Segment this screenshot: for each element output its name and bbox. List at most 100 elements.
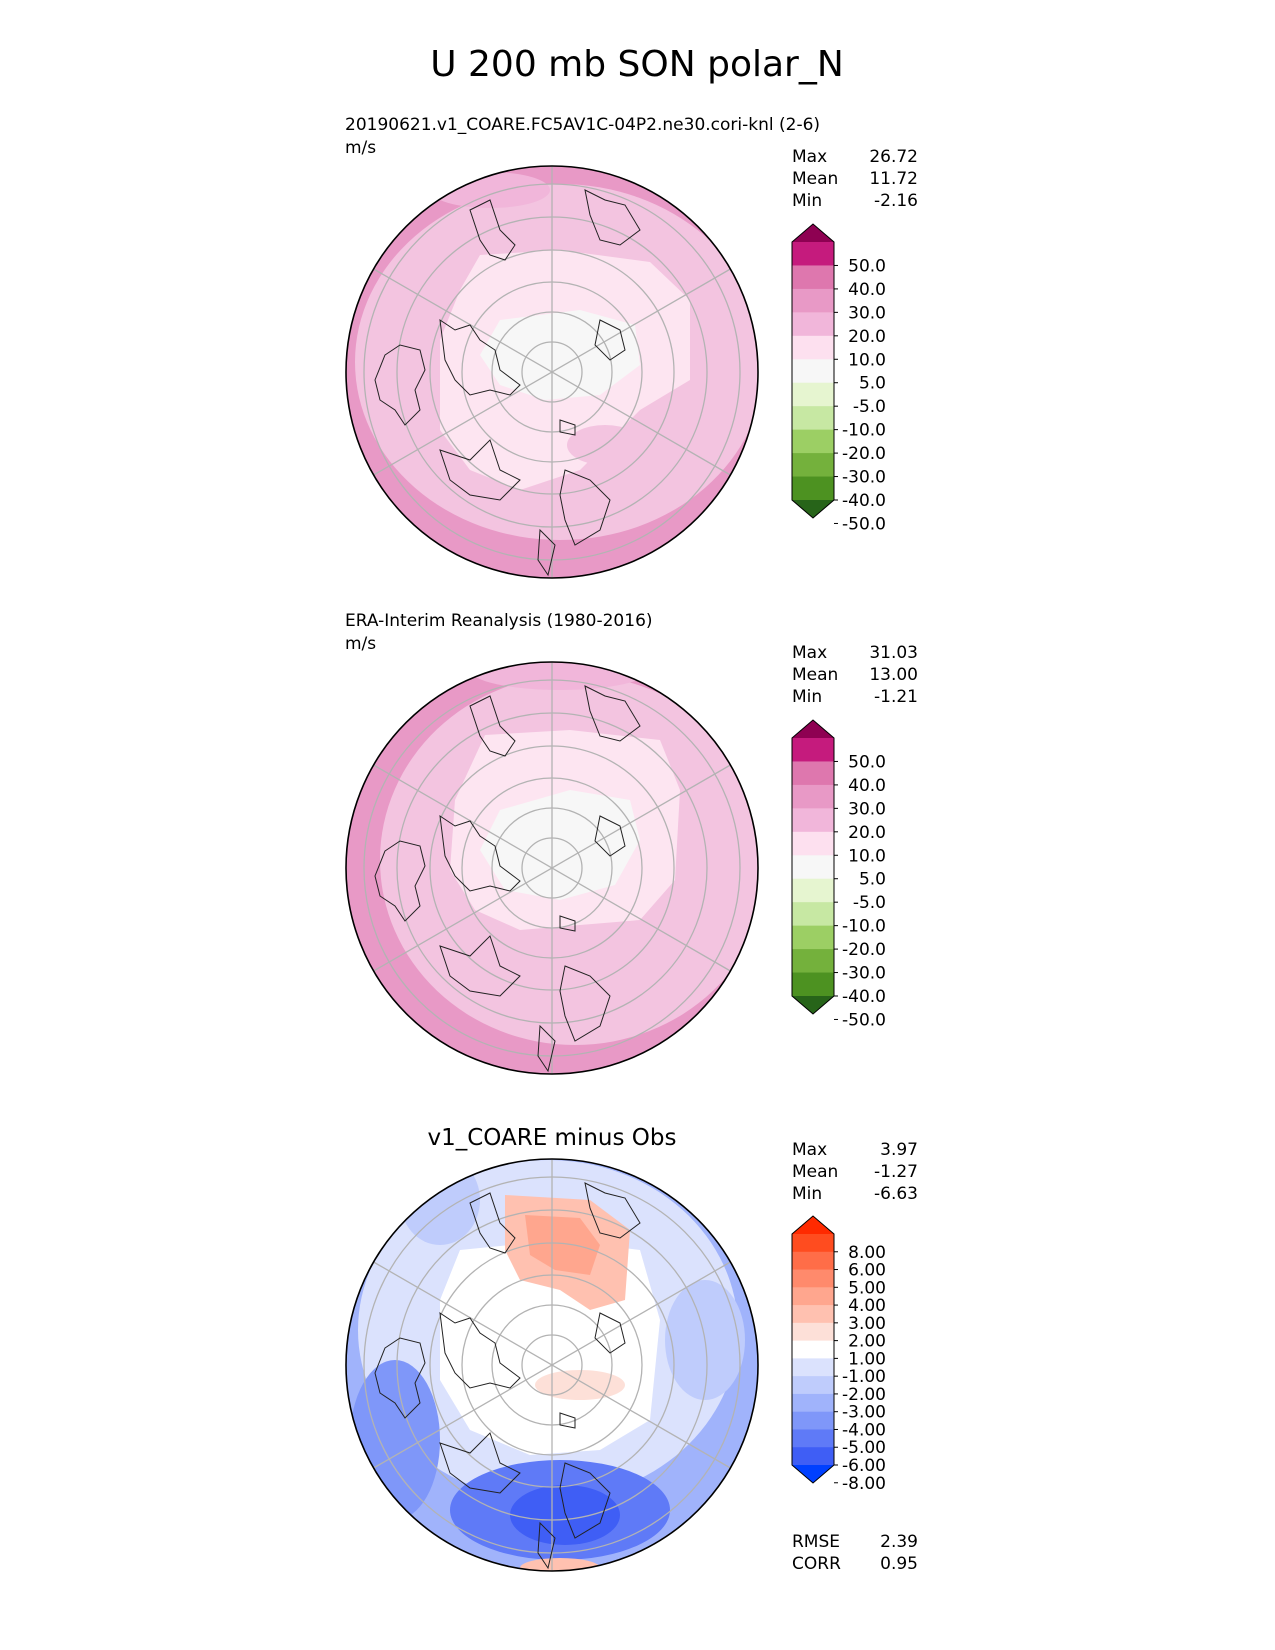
colorbar-segment (792, 1251, 834, 1271)
panel-model: 20190621.v1_COARE.FC5AV1C-04P2.ne30.cori… (345, 115, 918, 579)
colorbar-tick-label: 3.00 (848, 1314, 886, 1334)
colorbar-tick-label: -30.0 (842, 468, 886, 488)
panel-1-mean-label: Mean (792, 169, 838, 189)
colorbar-tick-label: -50.0 (842, 514, 886, 534)
colorbar-tick-label: -4.00 (842, 1420, 886, 1440)
panel-3-min-label: Min (792, 1184, 822, 1204)
colorbar-tick-label: -20.0 (842, 940, 886, 960)
colorbar-extend-top (792, 720, 834, 738)
panel-2-map-border (345, 661, 759, 1075)
colorbar-segment (792, 738, 834, 762)
colorbar-segment (792, 902, 834, 927)
panel-3-rmse-label: RMSE (792, 1532, 840, 1552)
colorbar-tick-label: 40.0 (848, 776, 886, 796)
colorbar-segment (792, 761, 834, 786)
panel-1-coastlines (374, 189, 641, 577)
panel-3-field-cold-top (400, 1159, 480, 1245)
panel-3-rmse-value: 2.39 (880, 1532, 918, 1552)
panel-1-min-value: -2.16 (874, 191, 918, 211)
panel-1-graticule (363, 166, 741, 578)
colorbar-segment (792, 878, 834, 903)
colorbar-tick-label: -20.0 (842, 444, 886, 464)
panel-2-graticule (363, 662, 741, 1074)
panel-1-max-value: 26.72 (869, 147, 918, 167)
colorbar-segment (792, 1411, 834, 1430)
colorbar-tick-label: -40.0 (842, 987, 886, 1007)
colorbar-segment (792, 1340, 834, 1359)
colorbar-segment (792, 242, 834, 266)
panel-2-mean-value: 13.00 (869, 665, 918, 685)
colorbar-segment (792, 382, 834, 407)
panel-2-map (345, 661, 759, 1075)
panel-2-coastlines (374, 685, 641, 1073)
panel-1-mean-value: 11.72 (869, 169, 918, 189)
panel-3-field-warm-patch (535, 1370, 625, 1400)
colorbar-tick-label: 8.00 (848, 1243, 886, 1263)
colorbar-tick-label: -5.0 (853, 893, 886, 913)
colorbar-tick-label: -5.00 (842, 1438, 886, 1458)
panel-2-min-label: Min (792, 687, 822, 707)
colorbar-tick-label: -8.00 (842, 1474, 886, 1494)
panel-2-mean-label: Mean (792, 665, 838, 685)
colorbar-segment (792, 808, 834, 833)
panel-3-max-label: Max (792, 1140, 827, 1160)
colorbar-segment (792, 359, 834, 384)
colorbar-segment (792, 1234, 834, 1253)
colorbar-tick-label: 5.0 (859, 374, 886, 394)
colorbar-tick-label: 30.0 (848, 799, 886, 819)
colorbar-segment (792, 265, 834, 290)
colorbar-tick-label: 5.00 (848, 1278, 886, 1298)
panel-2-field-patch (470, 662, 650, 690)
colorbar-tick-label: -10.0 (842, 421, 886, 441)
colorbar-tick-label: 20.0 (848, 823, 886, 843)
colorbar-extend-top (792, 224, 834, 242)
colorbar-segment (792, 1393, 834, 1413)
colorbar-tick-label: 2.00 (848, 1332, 886, 1352)
colorbar-tick-label: -6.00 (842, 1456, 886, 1476)
panel-2-min-value: -1.21 (874, 687, 918, 707)
panel-1-field-core (480, 310, 640, 400)
panel-3-stats: Max 3.97 Mean -1.27 Min -6.63 (792, 1140, 918, 1204)
panel-3-mean-value: -1.27 (874, 1162, 918, 1182)
panel-1-min-label: Min (792, 191, 822, 211)
colorbar-tick-label: 20.0 (848, 327, 886, 347)
panel-1-max-label: Max (792, 147, 827, 167)
colorbar-tick-label: 10.0 (848, 846, 886, 866)
colorbar-segment (792, 972, 834, 997)
panel-obs: ERA-Interim Reanalysis (1980-2016) m/s (345, 611, 918, 1075)
colorbar-tick-label: 30.0 (848, 303, 886, 323)
colorbar-tick-label: 5.0 (859, 870, 886, 890)
colorbar-segment (792, 1376, 834, 1395)
colorbar-tick-label: -50.0 (842, 1010, 886, 1030)
colorbar-segment (792, 831, 834, 856)
panel-2-units: m/s (345, 634, 376, 654)
panel-1-map-border (345, 165, 759, 579)
panel-3-max-value: 3.97 (880, 1140, 918, 1160)
colorbar-segment (792, 949, 834, 974)
panel-3-mean-label: Mean (792, 1162, 838, 1182)
colorbar-segment (792, 312, 834, 337)
panel-3-field-cold-left (350, 1360, 440, 1520)
panel-3-field-cold-core (510, 1485, 620, 1545)
panel-3-colorbar: 8.006.005.004.003.002.001.00-1.00-2.00-3… (791, 1215, 886, 1494)
panel-1-title: 20190621.v1_COARE.FC5AV1C-04P2.ne30.cori… (345, 115, 820, 135)
colorbar-segment (792, 1322, 834, 1342)
panel-3-corr-label: CORR (792, 1554, 841, 1574)
panel-1-colorbar: 50.0 40.0 30.0 20.0 10.0 5.0 -5.0 -10.0 -20.0 -30… (791, 223, 886, 534)
panel-3-field-warm-bottom (520, 1558, 600, 1571)
colorbar-tick-label: -30.0 (842, 964, 886, 984)
panel-2-max-value: 31.03 (869, 643, 918, 663)
colorbar-tick-label: -5.0 (853, 397, 886, 417)
colorbar-tick-label: 10.0 (848, 350, 886, 370)
panel-3-corr-value: 0.95 (880, 1554, 918, 1574)
panel-3-coastlines (374, 1182, 641, 1570)
panel-3-metrics: RMSE 2.39 CORR 0.95 (792, 1532, 918, 1574)
colorbar-tick-label: 1.00 (848, 1349, 886, 1369)
colorbar-segment (792, 1269, 834, 1288)
colorbar-tick-label: 50.0 (848, 256, 886, 276)
panel-2-colorbar: 50.0 40.0 30.0 20.0 10.0 5.0 -5.0 -10.0 -20.0 -30… (791, 719, 886, 1030)
colorbar-segment (792, 429, 834, 454)
colorbar-extend-top (792, 1216, 834, 1234)
colorbar-segment (792, 925, 834, 950)
